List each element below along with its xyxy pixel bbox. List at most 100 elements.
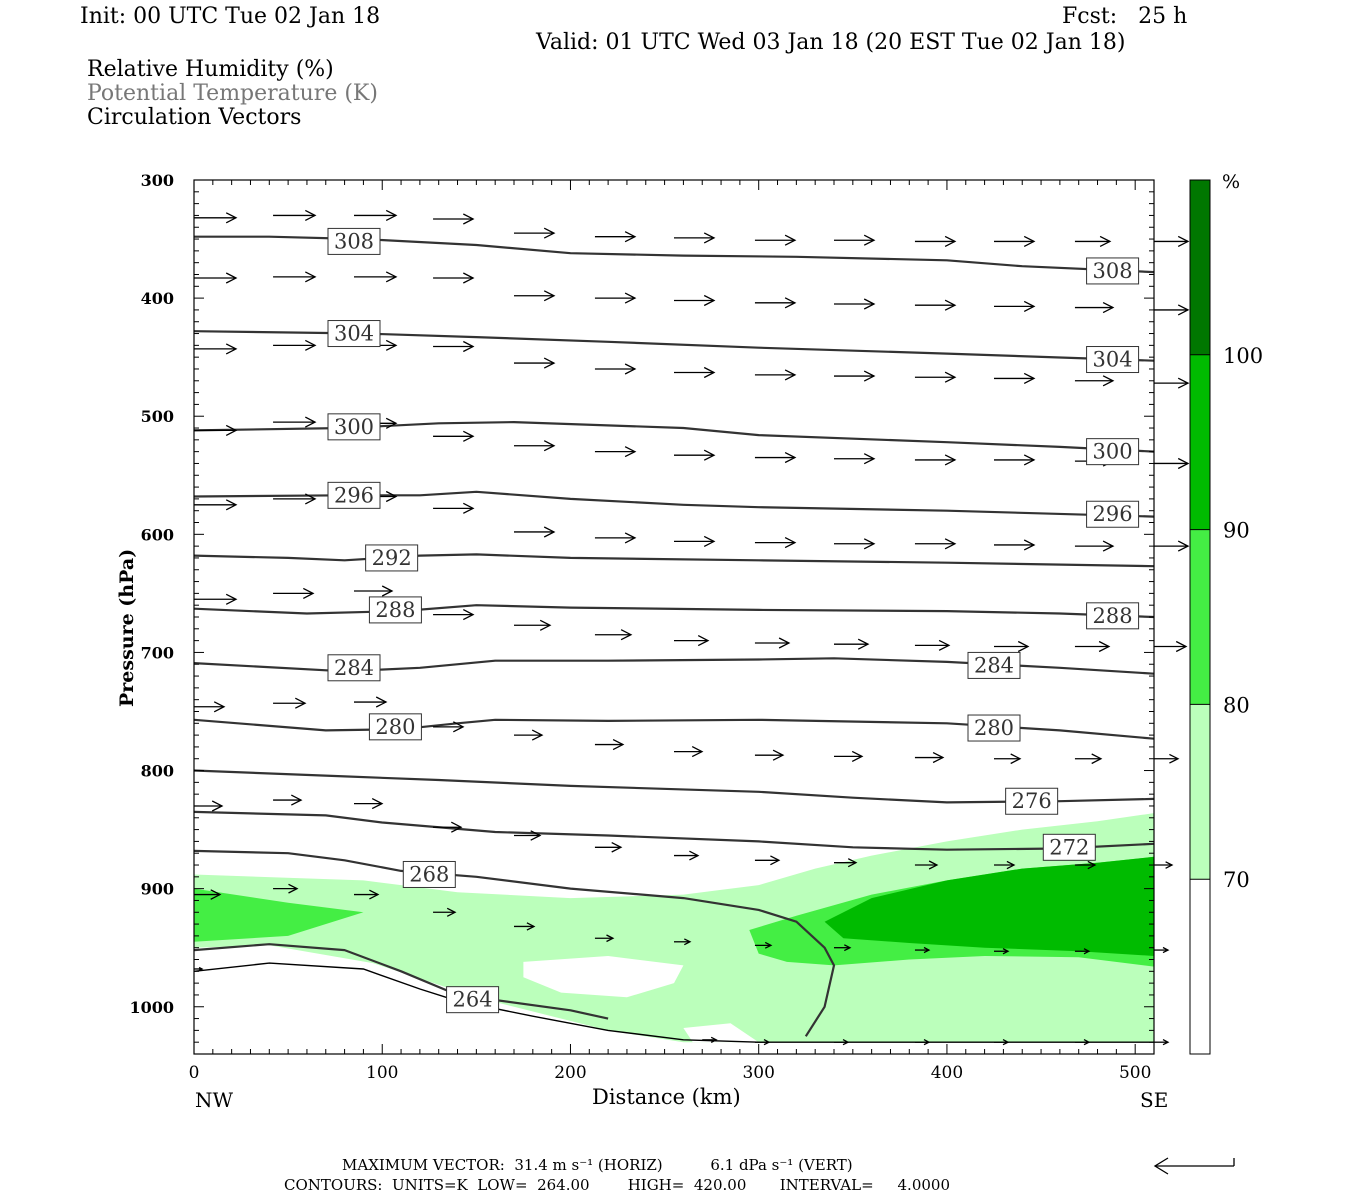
- circulation-vector: [514, 440, 556, 452]
- svg-text:308: 308: [334, 229, 374, 253]
- theta-label-304: 304: [1086, 346, 1140, 374]
- circulation-vector: [1154, 861, 1174, 869]
- theta-contour-264: [194, 943, 609, 1020]
- circulation-vector: [273, 493, 317, 505]
- colorbar-label: 90: [1223, 519, 1250, 543]
- theta-contour-272: [194, 810, 1154, 851]
- circulation-vector: [354, 209, 398, 221]
- svg-text:288: 288: [375, 598, 415, 622]
- circulation-vector: [1074, 1039, 1091, 1046]
- circulation-vector: [834, 298, 876, 310]
- circulation-vector: [273, 697, 307, 709]
- circulation-vector: [1074, 302, 1115, 314]
- x-end-label-nw: NW: [195, 1088, 234, 1112]
- circulation-vector: [754, 537, 797, 549]
- circulation-vector: [514, 357, 556, 369]
- circulation-vector: [834, 638, 870, 650]
- svg-text:264: 264: [453, 988, 493, 1012]
- colorbar-label: 80: [1223, 693, 1250, 717]
- circulation-vector: [914, 752, 945, 764]
- theta-label-288: 288: [1086, 602, 1140, 630]
- circulation-vector: [194, 424, 238, 436]
- theta-label-296: 296: [1086, 500, 1140, 528]
- circulation-vector: [914, 538, 957, 550]
- theta-label-284: 284: [327, 654, 381, 682]
- circulation-vector: [194, 889, 222, 900]
- circulation-vector: [514, 619, 552, 631]
- svg-text:300: 300: [334, 415, 374, 439]
- theta-label-272: 272: [1042, 833, 1096, 861]
- circulation-vector: [1074, 540, 1115, 552]
- y-axis-label: Pressure (hPa): [116, 548, 138, 707]
- circulation-vector: [514, 290, 556, 302]
- circulation-vector: [1074, 640, 1111, 653]
- circulation-vector: [273, 339, 317, 351]
- circulation-vector: [1154, 304, 1190, 316]
- circulation-vector: [194, 343, 238, 355]
- colorbar-label: 70: [1223, 868, 1250, 892]
- circulation-vector: [354, 889, 380, 900]
- circulation-vector: [594, 739, 625, 751]
- svg-text:304: 304: [1093, 348, 1133, 372]
- circulation-vector: [433, 721, 465, 733]
- circulation-vector: [754, 452, 797, 464]
- x-tick-label: 400: [931, 1063, 963, 1083]
- colorbar-frame: [1189, 179, 1211, 1055]
- circulation-vector: [194, 499, 238, 511]
- x-tick-label: 100: [366, 1063, 398, 1083]
- valid-time: Valid: 01 UTC Wed 03 Jan 18 (20 EST Tue …: [536, 30, 1126, 55]
- colorbar-segment: [1190, 704, 1210, 880]
- circulation-vector: [1154, 640, 1188, 653]
- circulation-vector: [754, 941, 773, 949]
- circulation-vector: [1154, 235, 1190, 247]
- circulation-vector: [674, 938, 692, 946]
- theta-label-308: 308: [1086, 257, 1140, 285]
- circulation-vector: [1074, 375, 1115, 387]
- circulation-vector: [433, 213, 475, 225]
- theta-label-300: 300: [327, 413, 381, 441]
- x-tick-label: 300: [742, 1063, 774, 1083]
- theta-label-288: 288: [368, 596, 422, 624]
- circulation-vector: [433, 502, 475, 514]
- circulation-vector: [674, 635, 710, 647]
- circulation-vector: [1154, 540, 1190, 552]
- circulation-vector: [754, 369, 797, 381]
- theta-label-308: 308: [327, 227, 381, 255]
- circulation-vector: [1074, 948, 1091, 955]
- circulation-vector: [1074, 753, 1103, 765]
- circulation-vector: [674, 746, 704, 758]
- circulation-vector: [674, 449, 716, 461]
- theta-contour-308: [194, 235, 1154, 274]
- y-tick-label: 800: [141, 762, 174, 781]
- circulation-vector: [594, 629, 633, 641]
- theta-label-276: 276: [1005, 787, 1059, 815]
- reference-vector-arrow: [1153, 1157, 1235, 1175]
- circulation-vector: [994, 753, 1022, 765]
- contour-info: CONTOURS: UNITS=K LOW= 264.00 HIGH= 420.…: [284, 1176, 950, 1194]
- circulation-vector: [834, 1039, 850, 1046]
- y-tick-label: 400: [141, 289, 174, 308]
- field-relative-humidity: Relative Humidity (%): [87, 57, 334, 82]
- theta-contour-292: [194, 553, 1154, 568]
- circulation-vector: [754, 297, 797, 309]
- colorbar-segment: [1190, 180, 1210, 355]
- x-tick-label: 500: [1119, 1063, 1151, 1083]
- circulation-vector: [514, 922, 536, 931]
- circulation-vector: [994, 539, 1036, 551]
- circulation-vector: [594, 532, 637, 544]
- circulation-vector: [754, 1039, 771, 1046]
- circulation-vector: [273, 794, 303, 806]
- circulation-vector: [354, 585, 394, 597]
- circulation-vector: [433, 430, 475, 442]
- rh-region-90: [824, 856, 1154, 956]
- theta-label-280: 280: [368, 713, 422, 741]
- theta-label-300: 300: [1086, 438, 1140, 466]
- theta-label-304: 304: [327, 320, 381, 348]
- colorbar-segment: [1190, 354, 1210, 530]
- circulation-vector: [514, 526, 556, 538]
- circulation-vector: [273, 416, 317, 428]
- svg-text:280: 280: [375, 715, 415, 739]
- circulation-vector: [674, 850, 700, 861]
- circulation-vector: [834, 538, 876, 550]
